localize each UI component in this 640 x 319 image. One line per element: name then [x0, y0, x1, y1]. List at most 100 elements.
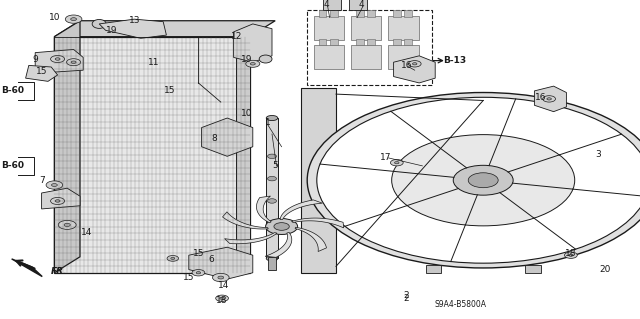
- Text: 7: 7: [39, 176, 44, 185]
- Polygon shape: [257, 196, 271, 223]
- Circle shape: [268, 154, 276, 159]
- Text: 2: 2: [404, 291, 409, 300]
- Circle shape: [307, 93, 640, 268]
- Polygon shape: [35, 49, 83, 73]
- Text: 18: 18: [565, 249, 577, 258]
- Text: S9A4-B5800A: S9A4-B5800A: [435, 300, 487, 309]
- Circle shape: [268, 176, 276, 181]
- Bar: [307, 10, 432, 85]
- Text: 14: 14: [81, 228, 92, 237]
- Circle shape: [413, 63, 417, 65]
- Text: 12: 12: [231, 32, 243, 41]
- Circle shape: [408, 61, 421, 67]
- Bar: [351, 45, 381, 69]
- Polygon shape: [42, 188, 80, 209]
- Bar: [351, 16, 381, 40]
- Text: 8: 8: [212, 134, 217, 143]
- Text: 4: 4: [359, 0, 364, 9]
- Polygon shape: [54, 21, 275, 37]
- Text: 11: 11: [148, 58, 159, 67]
- Circle shape: [216, 295, 228, 301]
- Polygon shape: [265, 233, 292, 257]
- Circle shape: [547, 98, 552, 100]
- Circle shape: [246, 60, 260, 67]
- Bar: [349, 0, 367, 10]
- Circle shape: [220, 297, 225, 300]
- Circle shape: [46, 181, 63, 189]
- Bar: [367, 39, 375, 45]
- Polygon shape: [99, 19, 166, 38]
- Circle shape: [274, 223, 289, 230]
- Circle shape: [192, 270, 205, 276]
- Bar: [404, 10, 412, 17]
- Circle shape: [392, 135, 575, 226]
- Circle shape: [58, 220, 76, 229]
- Circle shape: [212, 273, 229, 282]
- Circle shape: [55, 200, 60, 202]
- Text: 19: 19: [106, 26, 118, 35]
- Text: 15: 15: [164, 86, 175, 95]
- Bar: [426, 265, 441, 273]
- Circle shape: [218, 276, 224, 279]
- Circle shape: [70, 18, 77, 21]
- Text: FR.: FR.: [51, 267, 68, 276]
- Circle shape: [65, 15, 82, 23]
- Polygon shape: [223, 212, 268, 229]
- Bar: [525, 265, 541, 273]
- Circle shape: [67, 59, 81, 66]
- Polygon shape: [534, 86, 566, 112]
- Polygon shape: [54, 21, 80, 273]
- Bar: [356, 39, 364, 45]
- Circle shape: [55, 58, 60, 60]
- Circle shape: [51, 197, 65, 204]
- Text: 4: 4: [324, 0, 329, 9]
- Text: 14: 14: [218, 281, 230, 290]
- Bar: [266, 118, 278, 258]
- Bar: [319, 10, 326, 17]
- Circle shape: [64, 223, 70, 226]
- Text: 5: 5: [273, 161, 278, 170]
- Ellipse shape: [236, 257, 250, 263]
- Bar: [330, 10, 338, 17]
- Text: 3: 3: [596, 150, 601, 159]
- Bar: [367, 10, 375, 17]
- Text: B-13: B-13: [443, 56, 466, 65]
- Circle shape: [468, 173, 498, 188]
- Bar: [404, 39, 412, 45]
- Circle shape: [453, 165, 513, 195]
- Text: 10: 10: [241, 109, 252, 118]
- Bar: [301, 88, 336, 273]
- Polygon shape: [225, 233, 277, 244]
- Ellipse shape: [92, 19, 106, 28]
- Text: 19: 19: [241, 55, 252, 63]
- Circle shape: [569, 254, 573, 256]
- Circle shape: [51, 56, 65, 63]
- Polygon shape: [26, 65, 58, 81]
- Circle shape: [71, 61, 76, 63]
- Polygon shape: [394, 56, 435, 83]
- Text: 15: 15: [36, 67, 47, 76]
- Text: 10: 10: [49, 13, 60, 22]
- Circle shape: [543, 96, 556, 102]
- Text: 2: 2: [404, 294, 409, 303]
- Circle shape: [268, 199, 276, 203]
- Polygon shape: [189, 247, 253, 279]
- Text: 15: 15: [193, 249, 204, 258]
- Bar: [388, 16, 419, 40]
- Bar: [236, 53, 250, 260]
- Polygon shape: [234, 24, 272, 62]
- Circle shape: [564, 252, 577, 258]
- Bar: [393, 10, 401, 17]
- Circle shape: [250, 63, 255, 65]
- Bar: [393, 39, 401, 45]
- Ellipse shape: [266, 256, 278, 261]
- Polygon shape: [292, 218, 344, 228]
- Polygon shape: [280, 200, 323, 219]
- Circle shape: [390, 160, 403, 166]
- Text: 16: 16: [401, 61, 412, 70]
- Text: 20: 20: [599, 265, 611, 274]
- Polygon shape: [295, 227, 326, 251]
- Text: B-60: B-60: [1, 161, 24, 170]
- Text: 16: 16: [535, 93, 547, 102]
- Ellipse shape: [266, 115, 278, 121]
